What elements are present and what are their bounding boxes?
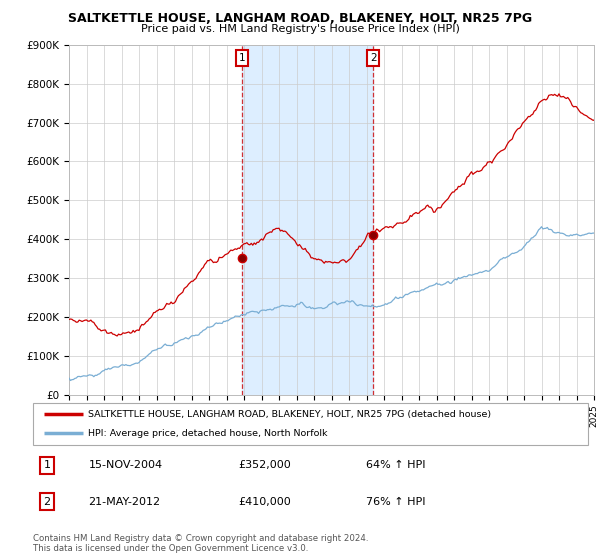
Text: SALTKETTLE HOUSE, LANGHAM ROAD, BLAKENEY, HOLT, NR25 7PG: SALTKETTLE HOUSE, LANGHAM ROAD, BLAKENEY… <box>68 12 532 25</box>
FancyBboxPatch shape <box>33 403 588 445</box>
Bar <box>242 45 373 395</box>
Text: Price paid vs. HM Land Registry's House Price Index (HPI): Price paid vs. HM Land Registry's House … <box>140 24 460 34</box>
Text: 21-MAY-2012: 21-MAY-2012 <box>89 497 161 507</box>
Text: SALTKETTLE HOUSE, LANGHAM ROAD, BLAKENEY, HOLT, NR25 7PG (detached house): SALTKETTLE HOUSE, LANGHAM ROAD, BLAKENEY… <box>89 409 491 419</box>
Text: £352,000: £352,000 <box>238 460 291 470</box>
Text: £410,000: £410,000 <box>238 497 291 507</box>
Text: 1: 1 <box>239 53 245 63</box>
Text: Contains HM Land Registry data © Crown copyright and database right 2024.
This d: Contains HM Land Registry data © Crown c… <box>33 534 368 553</box>
Text: 64% ↑ HPI: 64% ↑ HPI <box>366 460 425 470</box>
Text: 76% ↑ HPI: 76% ↑ HPI <box>366 497 425 507</box>
Text: 15-NOV-2004: 15-NOV-2004 <box>89 460 163 470</box>
Text: 2: 2 <box>370 53 376 63</box>
Text: HPI: Average price, detached house, North Norfolk: HPI: Average price, detached house, Nort… <box>89 429 328 438</box>
Text: 1: 1 <box>43 460 50 470</box>
Text: 2: 2 <box>43 497 50 507</box>
